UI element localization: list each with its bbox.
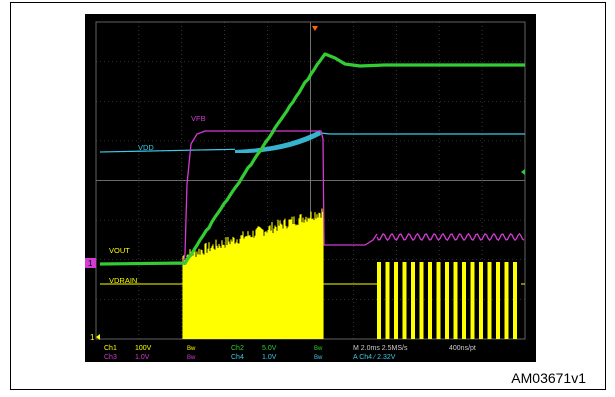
vdrain-pulse — [377, 262, 381, 339]
ch4-bw: Bw — [314, 355, 323, 361]
vfb-label: VFB — [191, 114, 206, 123]
ch3-value: 1.0V — [135, 354, 150, 361]
vfb-ripple — [376, 232, 525, 242]
scope-display: VFB VDD VOUT VDRAIN 1 1 Ch1 100V Bw Ch2 … — [85, 14, 536, 362]
ch1-bw: Bw — [187, 346, 196, 352]
ch3-ground-marker — [85, 258, 96, 268]
vdrain-pulse — [470, 262, 475, 339]
oscilloscope-screen: VFB VDD VOUT VDRAIN 1 1 Ch1 100V Bw Ch2 … — [85, 14, 536, 362]
ch2-label: Ch2 — [231, 345, 244, 352]
vdrain-pulse — [445, 262, 449, 339]
vdrain-pulse — [402, 262, 407, 339]
vdrain-trace — [100, 208, 525, 339]
vdd-line-start — [99, 148, 236, 153]
readout-panel: Ch1 100V Bw Ch2 5.0V Bw M 2.0ms 2.5MS/s … — [104, 345, 476, 361]
vdrain-pulse — [436, 262, 441, 339]
figure-reference-code: AM03671v1 — [511, 370, 586, 386]
vdrain-pulse — [504, 262, 509, 339]
ch3-ground-marker-label: 1 — [88, 259, 93, 268]
vfb-trace — [100, 130, 525, 265]
vdd-line-end — [320, 132, 525, 135]
vdrain-pulse — [487, 262, 492, 339]
vdrain-pulse — [479, 262, 483, 339]
vout-line — [99, 52, 525, 266]
vdrain-pulse — [394, 262, 398, 339]
ch1-value: 100V — [135, 345, 152, 352]
vdd-ripple-band — [235, 130, 321, 154]
ch3-label: Ch3 — [104, 354, 117, 361]
ch4-label: Ch4 — [231, 354, 244, 361]
vdrain-pulse — [462, 262, 466, 339]
trigger-setting: A Ch4 ∕ 2.32V — [353, 354, 396, 361]
vdrain-pulse — [428, 262, 432, 339]
vdd-label: VDD — [138, 143, 154, 152]
ch1-label: Ch1 — [104, 345, 117, 352]
vout-label: VOUT — [109, 246, 130, 255]
ch2-level-marker-icon — [521, 169, 525, 175]
vdrain-pulse — [411, 262, 415, 339]
vfb-line — [100, 130, 378, 265]
ch4-value: 1.0V — [262, 354, 277, 361]
timebase: M 2.0ms 2.5MS/s — [353, 345, 408, 352]
ch3-bw: Bw — [187, 355, 196, 361]
vdrain-pulse — [513, 262, 517, 339]
vdrain-pulse — [385, 262, 390, 339]
vdrain-pulse — [496, 262, 500, 339]
vout-trace — [99, 52, 525, 266]
ch1-ground-marker-arrow-icon — [96, 334, 100, 340]
vdrain-label: VDRAIN — [109, 276, 137, 285]
trigger-position-marker — [312, 26, 318, 31]
ch1-ground-marker-label: 1 — [90, 333, 95, 342]
vdrain-pulse — [453, 262, 458, 339]
vdd-trace — [99, 130, 525, 154]
record-length: 400ns/pt — [449, 345, 476, 352]
vdrain-pulse — [419, 262, 424, 339]
ch2-bw: Bw — [314, 346, 323, 352]
ch2-value: 5.0V — [262, 345, 277, 352]
